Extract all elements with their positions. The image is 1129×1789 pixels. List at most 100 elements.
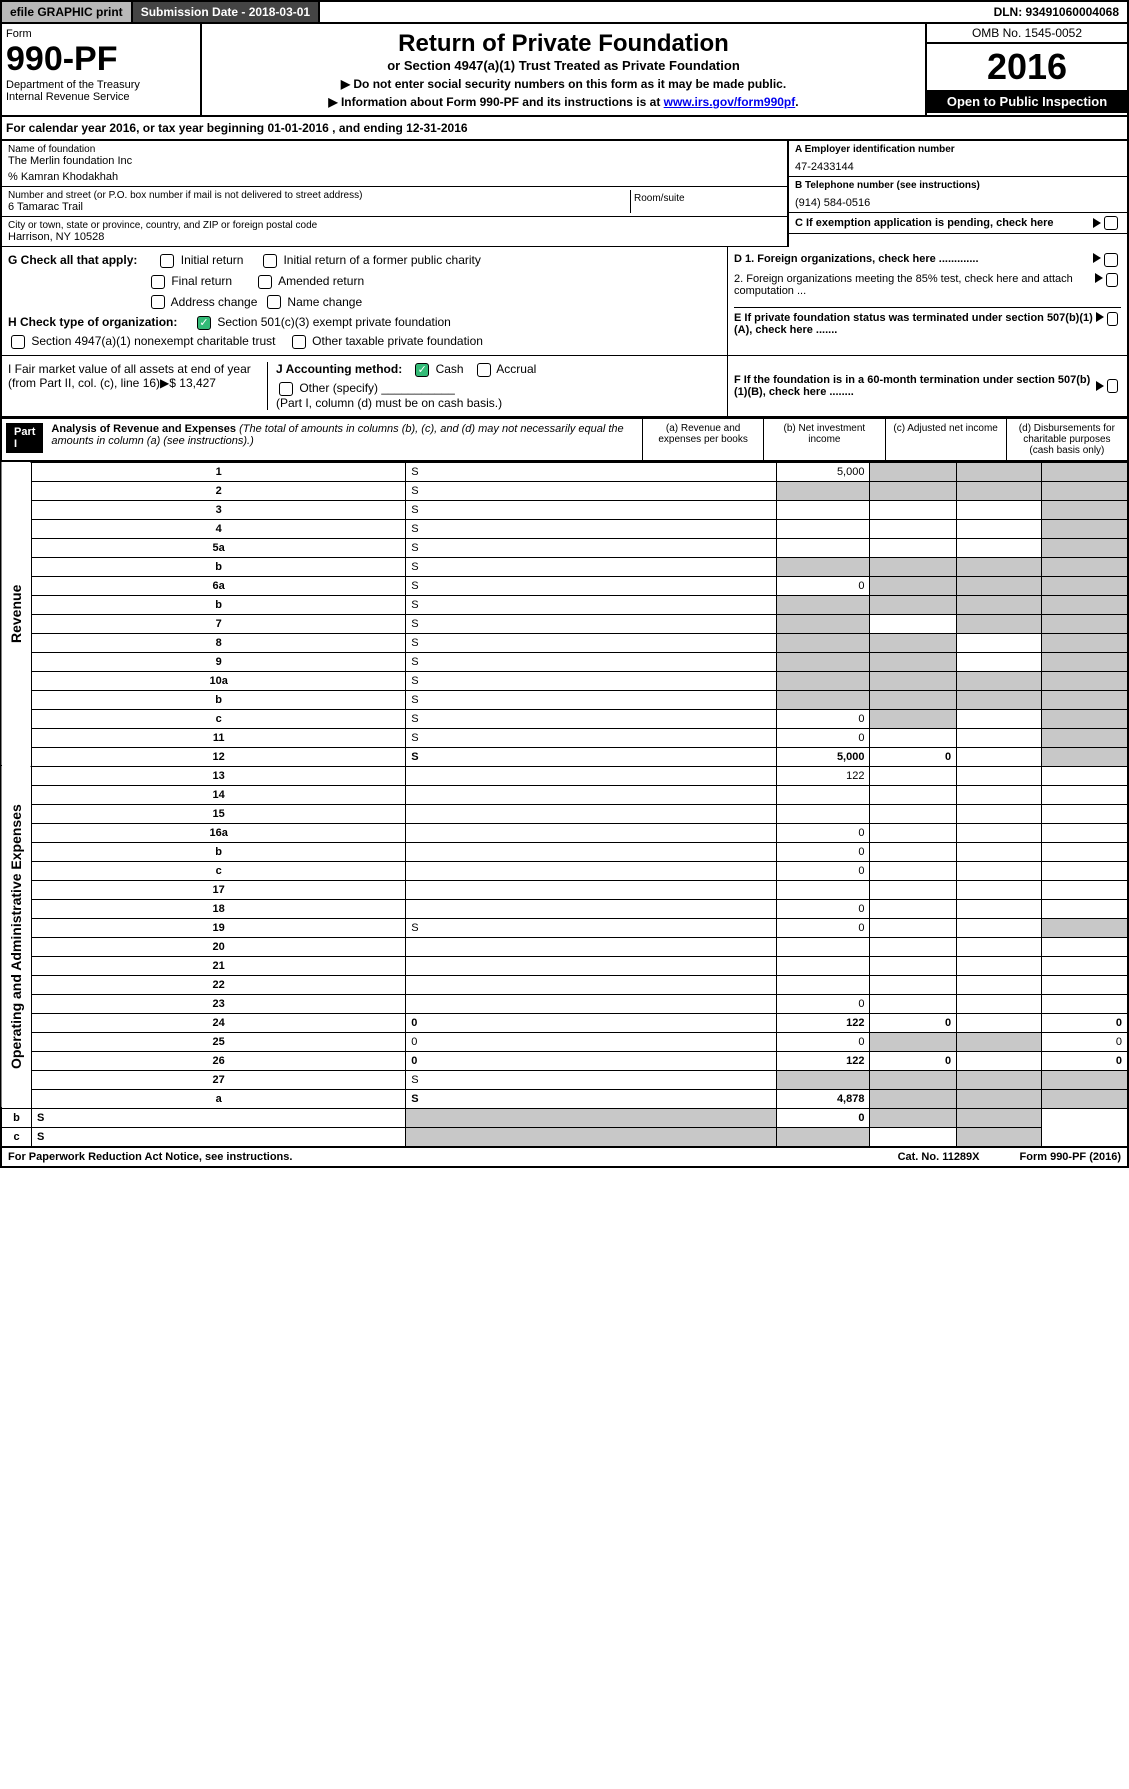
table-row: 19 S 0 — [1, 918, 1128, 937]
table-row: 5a S — [1, 538, 1128, 557]
table-row: 10a S — [1, 671, 1128, 690]
j-accrual: Accrual — [496, 362, 536, 376]
table-row: 18 0 — [1, 899, 1128, 918]
dln: DLN: 93491060004068 — [986, 2, 1127, 22]
table-row: 14 — [1, 785, 1128, 804]
table-row: 8 S — [1, 633, 1128, 652]
table-row: 2 S — [1, 481, 1128, 500]
arrow-icon — [1093, 253, 1101, 263]
phone-label: B Telephone number (see instructions) — [795, 180, 1121, 191]
other-taxable-checkbox[interactable] — [292, 335, 306, 349]
table-row: 4 S — [1, 519, 1128, 538]
table-row: Operating and Administrative Expenses 13… — [1, 766, 1128, 785]
g5-label: Address change — [171, 295, 258, 309]
h2-label: Section 4947(a)(1) nonexempt charitable … — [31, 334, 275, 348]
table-row: 12 S 5,0000 — [1, 747, 1128, 766]
addr-label: Number and street (or P.O. box number if… — [8, 190, 630, 201]
j-other: Other (specify) — [299, 381, 378, 395]
h3-label: Other taxable private foundation — [312, 334, 483, 348]
c-label: C If exemption application is pending, c… — [795, 217, 1054, 229]
irs-link[interactable]: www.irs.gov/form990pf — [664, 95, 796, 109]
efile-label: efile GRAPHIC print — [2, 2, 133, 22]
table-row: c S 0 — [1, 709, 1128, 728]
tax-year: 2016 — [927, 44, 1127, 90]
final-return-checkbox[interactable] — [151, 275, 165, 289]
address-change-checkbox[interactable] — [151, 295, 165, 309]
e-checkbox[interactable] — [1107, 312, 1118, 326]
info-note-text: ▶ Information about Form 990-PF and its … — [328, 95, 663, 109]
cat-no: Cat. No. 11289X — [898, 1151, 980, 1163]
care-of: % Kamran Khodakhah — [8, 171, 781, 183]
arrow-icon — [1095, 273, 1103, 283]
table-row: 26 0 12200 — [1, 1051, 1128, 1070]
f-checkbox[interactable] — [1107, 379, 1118, 393]
d2-checkbox[interactable] — [1106, 273, 1118, 287]
amended-return-checkbox[interactable] — [258, 275, 272, 289]
part1-label: Part I — [6, 423, 43, 453]
part1-table: Revenue 1 S 5,000 2 S 3 S 4 S 5a S b S 6… — [0, 462, 1129, 1148]
j-label: J Accounting method: — [276, 362, 402, 376]
initial-public-checkbox[interactable] — [263, 254, 277, 268]
table-row: 3 S — [1, 500, 1128, 519]
page-footer: For Paperwork Reduction Act Notice, see … — [0, 1148, 1129, 1168]
name-label: Name of foundation — [8, 144, 781, 155]
foundation-name: The Merlin foundation Inc — [8, 155, 781, 167]
arrow-icon — [1096, 312, 1104, 322]
revenue-side: Revenue — [1, 462, 32, 766]
cash-checkbox[interactable] — [415, 363, 429, 377]
entity-info: Name of foundation The Merlin foundation… — [0, 141, 1129, 247]
c-checkbox[interactable] — [1104, 216, 1118, 230]
table-row: 23 0 — [1, 994, 1128, 1013]
top-bar: efile GRAPHIC print Submission Date - 20… — [0, 0, 1129, 24]
table-row: 22 — [1, 975, 1128, 994]
f-label: F If the foundation is in a 60-month ter… — [734, 374, 1096, 398]
phone: (914) 584-0516 — [795, 197, 1121, 209]
table-row: Revenue 1 S 5,000 — [1, 462, 1128, 481]
arrow-icon — [1093, 218, 1101, 228]
h1-label: Section 501(c)(3) exempt private foundat… — [217, 315, 450, 329]
g1-label: Initial return — [181, 253, 244, 267]
d2-label: 2. Foreign organizations meeting the 85%… — [734, 273, 1095, 297]
initial-return-checkbox[interactable] — [160, 254, 174, 268]
col-a-header: (a) Revenue and expenses per books — [642, 419, 763, 460]
d1-label: D 1. Foreign organizations, check here .… — [734, 253, 979, 267]
accrual-checkbox[interactable] — [477, 363, 491, 377]
table-row: 20 — [1, 937, 1128, 956]
table-row: 11 S 0 — [1, 728, 1128, 747]
ein: 47-2433144 — [795, 161, 1121, 173]
i-fmv: I Fair market value of all assets at end… — [8, 362, 268, 410]
table-row: a S 4,878 — [1, 1089, 1128, 1108]
ein-label: A Employer identification number — [795, 144, 1121, 155]
j-cash: Cash — [436, 362, 464, 376]
table-row: 7 S — [1, 614, 1128, 633]
table-row: 24 0 12200 — [1, 1013, 1128, 1032]
name-change-checkbox[interactable] — [267, 295, 281, 309]
col-b-header: (b) Net investment income — [763, 419, 884, 460]
omb-number: OMB No. 1545-0052 — [927, 24, 1127, 44]
check-section: G Check all that apply: Initial return I… — [0, 247, 1129, 418]
table-row: c 0 — [1, 861, 1128, 880]
part1-header: Part I Analysis of Revenue and Expenses … — [0, 418, 1129, 462]
form-title: Return of Private Foundation — [208, 30, 919, 58]
g3-label: Final return — [171, 274, 232, 288]
g2-label: Initial return of a former public charit… — [283, 253, 480, 267]
g6-label: Name change — [287, 295, 362, 309]
4947-checkbox[interactable] — [11, 335, 25, 349]
table-row: 25 0 00 — [1, 1032, 1128, 1051]
form-header: Form 990-PF Department of the Treasury I… — [0, 24, 1129, 117]
501c3-checkbox[interactable] — [197, 316, 211, 330]
table-row: 6a S 0 — [1, 576, 1128, 595]
e-label: E If private foundation status was termi… — [734, 312, 1096, 336]
table-row: b S — [1, 690, 1128, 709]
g-label: G Check all that apply: — [8, 253, 137, 267]
table-row: 15 — [1, 804, 1128, 823]
city-label: City or town, state or province, country… — [8, 220, 781, 231]
form-number: 990-PF — [6, 40, 196, 79]
table-row: c S — [1, 1127, 1128, 1147]
d1-checkbox[interactable] — [1104, 253, 1118, 267]
other-checkbox[interactable] — [279, 382, 293, 396]
open-public: Open to Public Inspection — [927, 90, 1127, 113]
room-label: Room/suite — [631, 190, 781, 213]
form-ref: Form 990-PF (2016) — [1020, 1151, 1121, 1163]
j-note: (Part I, column (d) must be on cash basi… — [276, 396, 536, 410]
